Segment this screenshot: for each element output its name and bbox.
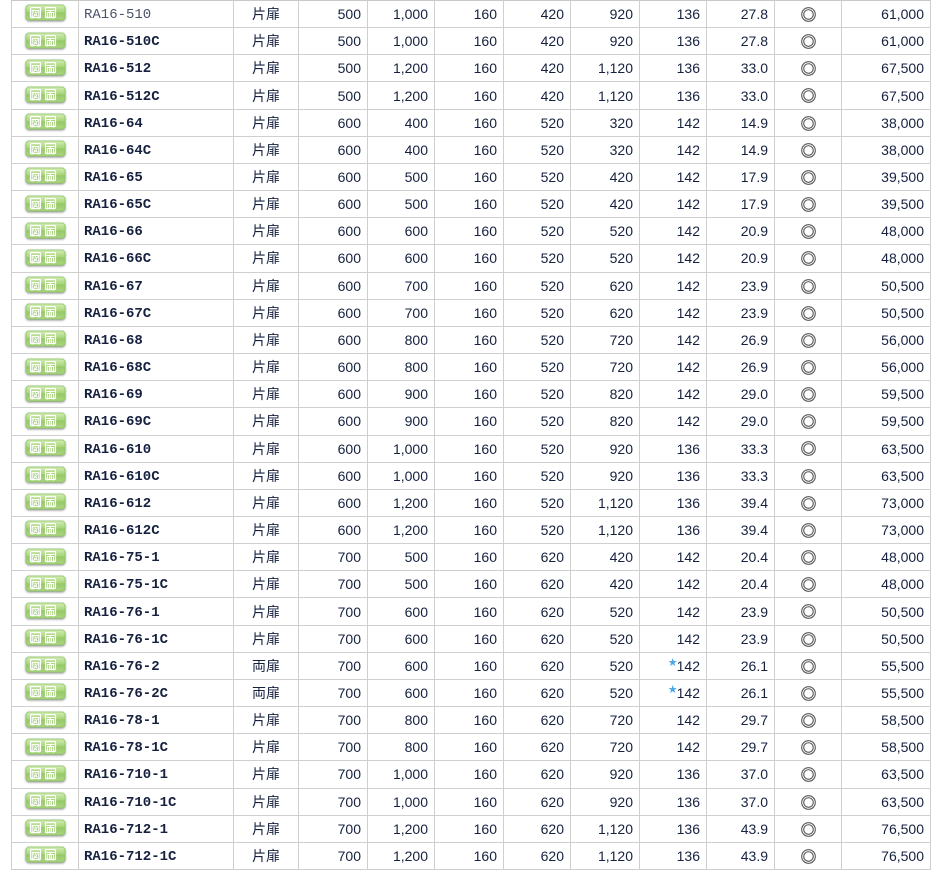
svg-text:面: 面 (45, 279, 54, 292)
svg-text:面: 面 (45, 741, 54, 754)
svg-text:面: 面 (45, 171, 54, 184)
svg-text:面: 面 (45, 198, 54, 211)
svg-text:図: 図 (30, 306, 39, 319)
svg-text:面: 面 (45, 334, 54, 347)
svg-text:図: 図 (30, 551, 39, 564)
svg-text:図: 図 (30, 8, 39, 21)
svg-text:図: 図 (30, 442, 39, 455)
svg-text:図: 図 (30, 605, 39, 618)
svg-text:図: 図 (30, 279, 39, 292)
svg-text:図: 図 (30, 497, 39, 510)
svg-text:図: 図 (30, 822, 39, 835)
svg-text:図: 図 (30, 198, 39, 211)
svg-text:図: 図 (30, 632, 39, 645)
svg-text:図: 図 (30, 62, 39, 75)
svg-text:面: 面 (45, 415, 54, 428)
svg-text:面: 面 (45, 497, 54, 510)
svg-text:面: 面 (45, 524, 54, 537)
svg-text:図: 図 (30, 116, 39, 129)
svg-text:図: 図 (30, 252, 39, 265)
svg-text:面: 面 (45, 822, 54, 835)
svg-text:面: 面 (45, 225, 54, 238)
svg-text:図: 図 (30, 388, 39, 401)
svg-text:図: 図 (30, 687, 39, 700)
svg-text:面: 面 (45, 8, 54, 21)
svg-text:面: 面 (45, 659, 54, 672)
svg-text:図: 図 (30, 334, 39, 347)
svg-text:図: 図 (30, 89, 39, 102)
svg-text:面: 面 (45, 361, 54, 374)
svg-text:面: 面 (45, 687, 54, 700)
svg-text:図: 図 (30, 768, 39, 781)
svg-text:面: 面 (45, 605, 54, 618)
svg-text:図: 図 (30, 171, 39, 184)
svg-text:図: 図 (30, 524, 39, 537)
svg-text:面: 面 (45, 469, 54, 482)
svg-text:面: 面 (45, 714, 54, 727)
svg-text:面: 面 (45, 62, 54, 75)
svg-text:面: 面 (45, 578, 54, 591)
svg-text:図: 図 (30, 795, 39, 808)
svg-text:図: 図 (30, 361, 39, 374)
svg-text:図: 図 (30, 469, 39, 482)
svg-text:図: 図 (30, 850, 39, 863)
svg-text:面: 面 (45, 442, 54, 455)
svg-text:面: 面 (45, 144, 54, 157)
svg-text:面: 面 (45, 306, 54, 319)
svg-text:図: 図 (30, 714, 39, 727)
svg-text:図: 図 (30, 578, 39, 591)
svg-text:図: 図 (30, 415, 39, 428)
svg-text:面: 面 (45, 116, 54, 129)
svg-text:図: 図 (30, 225, 39, 238)
svg-text:図: 図 (30, 659, 39, 672)
svg-text:面: 面 (45, 551, 54, 564)
svg-text:面: 面 (45, 795, 54, 808)
svg-text:図: 図 (30, 35, 39, 48)
svg-text:図: 図 (30, 144, 39, 157)
svg-text:図: 図 (30, 741, 39, 754)
svg-text:面: 面 (45, 850, 54, 863)
svg-text:面: 面 (45, 388, 54, 401)
svg-text:面: 面 (45, 252, 54, 265)
svg-text:面: 面 (45, 89, 54, 102)
svg-text:面: 面 (45, 768, 54, 781)
svg-text:面: 面 (45, 632, 54, 645)
svg-text:面: 面 (45, 35, 54, 48)
